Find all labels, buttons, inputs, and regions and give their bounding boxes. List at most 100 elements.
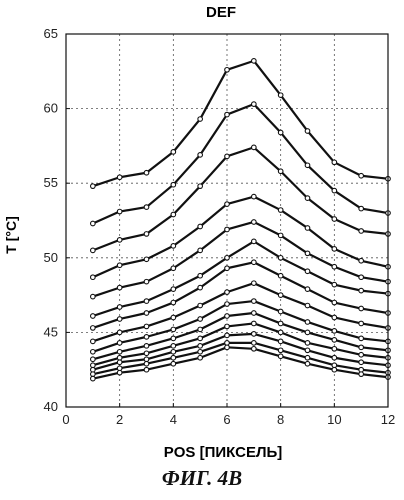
data-point: [171, 266, 176, 271]
data-point: [117, 355, 122, 360]
data-point: [198, 349, 203, 354]
data-point: [144, 335, 149, 340]
data-point: [278, 309, 283, 314]
data-point: [305, 287, 310, 292]
data-point: [278, 208, 283, 213]
data-point: [225, 202, 230, 207]
data-point: [359, 288, 364, 293]
data-point: [305, 163, 310, 168]
data-point: [278, 233, 283, 238]
data-point: [225, 341, 230, 346]
data-point: [359, 173, 364, 178]
data-point: [252, 311, 257, 316]
data-point: [144, 299, 149, 304]
data-point: [252, 220, 257, 225]
data-point: [198, 153, 203, 158]
figure-caption: ФИГ. 4В: [0, 466, 404, 491]
data-point: [252, 260, 257, 265]
data-point: [171, 349, 176, 354]
y-tick-label: 60: [44, 101, 58, 116]
data-point: [225, 255, 230, 260]
data-point: [332, 329, 337, 334]
data-point: [278, 321, 283, 326]
data-point: [171, 355, 176, 360]
series-line: [93, 147, 388, 250]
series-line: [93, 222, 388, 297]
y-tick-label: 50: [44, 250, 58, 265]
x-tick-label: 4: [170, 412, 177, 427]
data-point: [359, 372, 364, 377]
series-line: [93, 301, 388, 352]
data-point: [144, 279, 149, 284]
data-point: [198, 317, 203, 322]
data-point: [332, 338, 337, 343]
data-point: [225, 290, 230, 295]
data-point: [117, 263, 122, 268]
data-point: [332, 247, 337, 252]
data-point: [198, 303, 203, 308]
data-point: [359, 306, 364, 311]
x-tick-label: 10: [327, 412, 341, 427]
data-point: [305, 251, 310, 256]
data-point: [359, 321, 364, 326]
data-point: [305, 226, 310, 231]
data-point: [144, 361, 149, 366]
data-point: [252, 332, 257, 337]
y-tick-label: 45: [44, 324, 58, 339]
data-point: [278, 293, 283, 298]
data-point: [171, 361, 176, 366]
data-point: [144, 170, 149, 175]
data-point: [117, 305, 122, 310]
data-point: [278, 348, 283, 353]
data-point: [225, 314, 230, 319]
x-tick-label: 8: [277, 412, 284, 427]
data-point: [305, 269, 310, 274]
data-point: [359, 345, 364, 350]
data-point: [91, 248, 96, 253]
data-point: [225, 112, 230, 117]
data-point: [252, 59, 257, 64]
data-point: [332, 217, 337, 222]
y-axis-label: T [°C]: [3, 216, 19, 253]
data-point: [198, 285, 203, 290]
data-point: [305, 196, 310, 201]
data-point: [332, 315, 337, 320]
data-point: [198, 184, 203, 189]
data-point: [278, 339, 283, 344]
data-point: [91, 275, 96, 280]
data-point: [252, 102, 257, 107]
data-point: [117, 317, 122, 322]
data-point: [305, 348, 310, 353]
data-point: [305, 355, 310, 360]
data-point: [117, 349, 122, 354]
data-point: [278, 169, 283, 174]
data-point: [359, 352, 364, 357]
data-point: [305, 341, 310, 346]
data-point: [305, 320, 310, 325]
series-2: [91, 102, 391, 226]
series-10: [91, 311, 391, 362]
data-point: [91, 363, 96, 368]
series-1: [91, 59, 391, 189]
data-point: [359, 367, 364, 372]
data-point: [171, 182, 176, 187]
data-point: [225, 302, 230, 307]
data-point: [332, 282, 337, 287]
data-point: [225, 324, 230, 329]
data-point: [117, 370, 122, 375]
data-point: [171, 287, 176, 292]
data-point: [198, 248, 203, 253]
data-point: [359, 275, 364, 280]
y-tick-label: 55: [44, 175, 58, 190]
data-point: [171, 212, 176, 217]
data-point: [91, 221, 96, 226]
data-point: [144, 367, 149, 372]
data-point: [359, 336, 364, 341]
data-point: [278, 255, 283, 260]
data-point: [278, 354, 283, 359]
data-point: [305, 303, 310, 308]
data-point: [117, 285, 122, 290]
data-point: [91, 184, 96, 189]
data-point: [332, 264, 337, 269]
data-point: [252, 341, 257, 346]
